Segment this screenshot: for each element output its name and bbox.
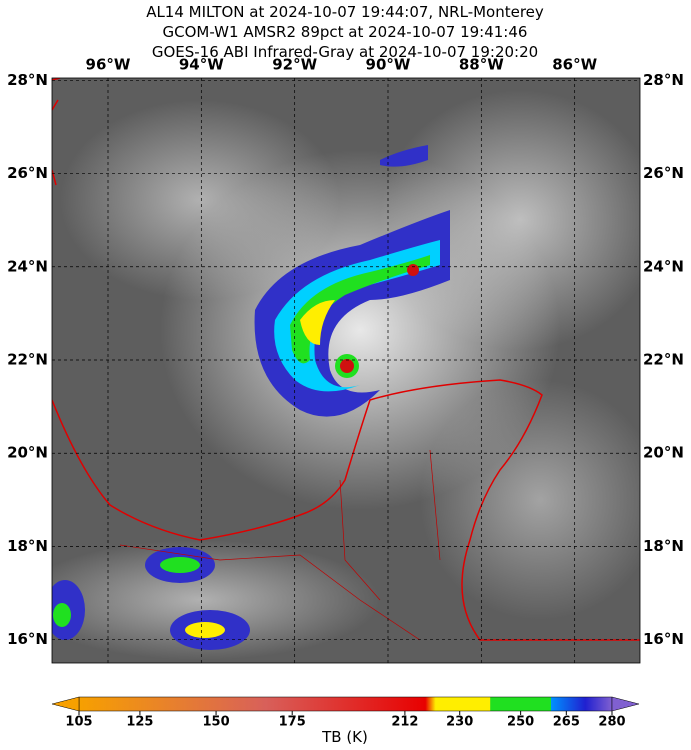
colorbar-tick-label: 250: [507, 715, 534, 730]
lon-label: 88°W: [459, 56, 504, 74]
colorbar-tick-label: 280: [598, 715, 625, 730]
lat-label: 18°N: [7, 537, 48, 555]
lat-label: 22°N: [7, 351, 48, 369]
lon-label: 90°W: [366, 56, 411, 74]
lat-label: 26°N: [7, 164, 48, 182]
colorbar-low-extend: [51, 696, 80, 712]
colorbar-high-extend: [611, 696, 640, 712]
lat-label: 18°N: [643, 537, 684, 555]
colorbar-tick-label: 265: [553, 715, 580, 730]
colorbar-tick-label: 175: [279, 715, 306, 730]
title-line: GOES-16 ABI Infrared-Gray at 2024-10-07 …: [152, 43, 538, 61]
lat-label: 20°N: [643, 444, 684, 462]
lat-label: 28°N: [643, 71, 684, 89]
colorbar: [78, 696, 613, 712]
colorbar-tick-label: 212: [391, 715, 418, 730]
lon-label: 92°W: [272, 56, 317, 74]
lat-label: 16°N: [7, 630, 48, 648]
title-line: AL14 MILTON at 2024-10-07 19:44:07, NRL-…: [146, 3, 544, 21]
lat-label: 28°N: [7, 71, 48, 89]
colorbar-tick-label: 105: [65, 715, 92, 730]
lon-label: 86°W: [552, 56, 597, 74]
colorbar-label: TB (K): [321, 728, 368, 746]
map-image: [52, 78, 640, 663]
title-line: GCOM-W1 AMSR2 89pct at 2024-10-07 19:41:…: [163, 23, 528, 41]
colorbar-tick-label: 230: [446, 715, 473, 730]
lat-label: 22°N: [643, 351, 684, 369]
lat-label: 16°N: [643, 630, 684, 648]
lon-label: 94°W: [179, 56, 224, 74]
lat-label: 26°N: [643, 164, 684, 182]
map-frame: [51, 77, 641, 664]
lon-label: 96°W: [86, 56, 131, 74]
colorbar-tick-label: 125: [126, 715, 153, 730]
colorbar-tick-label: 150: [202, 715, 229, 730]
lat-label: 20°N: [7, 444, 48, 462]
lat-label: 24°N: [7, 257, 48, 275]
lat-label: 24°N: [643, 257, 684, 275]
